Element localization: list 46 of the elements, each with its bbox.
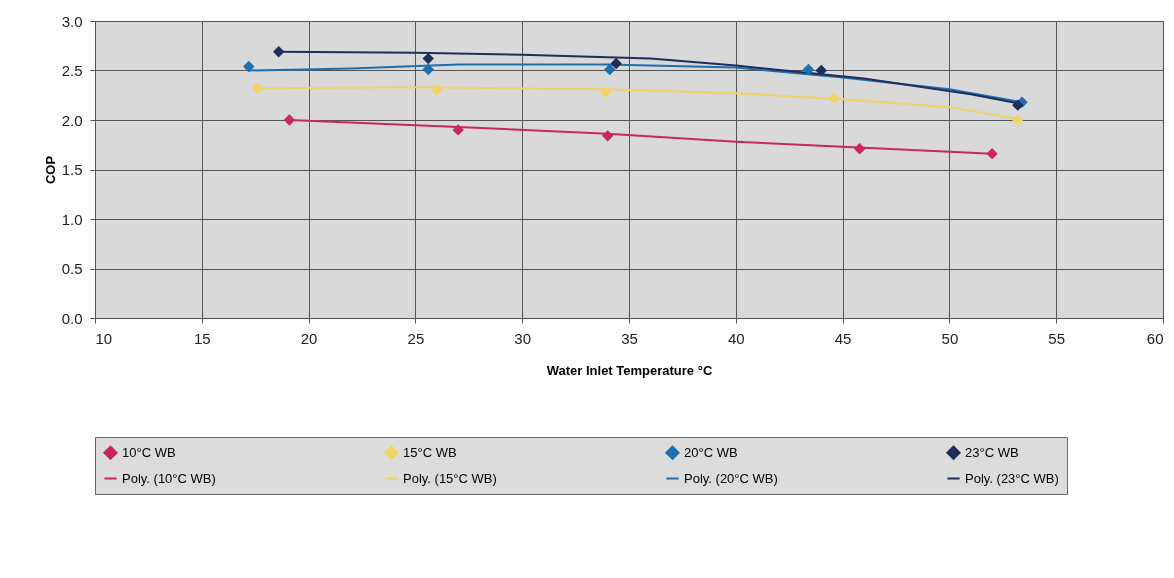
point [853, 143, 866, 155]
x-tick-label: 35 [621, 329, 638, 347]
y-tick-label: 1.5 [61, 161, 83, 178]
point [986, 147, 998, 160]
y-tick-label: 0.5 [61, 260, 83, 277]
x-tick-label: 15 [193, 329, 211, 347]
legend-label: Poly. (15°C WB) [403, 470, 497, 486]
point [283, 114, 296, 126]
y-tick-label: 2.0 [61, 111, 83, 129]
point [601, 130, 614, 142]
legend-label: 10°C WB [122, 444, 176, 460]
point [610, 57, 622, 70]
legend-label: Poly. (23°C WB) [965, 470, 1059, 486]
x-tick-label: 45 [834, 329, 852, 347]
legend-label: Poly. (20°C WB) [684, 470, 778, 486]
point [815, 64, 827, 77]
point [802, 63, 815, 76]
x-tick-label: 25 [407, 329, 425, 347]
y-tick-label: 1.0 [61, 210, 83, 228]
point [251, 82, 264, 95]
x-tick-label: 60 [1146, 329, 1164, 347]
point [828, 92, 840, 104]
y-tick-label: 2.5 [61, 62, 83, 79]
legend-label: 20°C WB [684, 444, 738, 460]
y-tick-label: 0.0 [61, 309, 83, 327]
point [431, 84, 443, 96]
y-tick-label: 3.0 [61, 12, 83, 30]
x-tick-label: 20 [300, 329, 318, 347]
point [604, 63, 616, 76]
y-axis-title: COP [42, 155, 58, 185]
legend-label: Poly. (10°C WB) [122, 470, 216, 486]
legend-label: 23°C WB [965, 444, 1019, 460]
x-tick-label: 50 [941, 329, 959, 347]
point [272, 45, 285, 58]
point [1012, 114, 1024, 126]
point [599, 86, 612, 98]
x-tick-label: 30 [514, 329, 532, 347]
point [422, 63, 434, 76]
x-tick-label: 55 [1048, 329, 1066, 347]
point [243, 60, 255, 73]
point [452, 124, 464, 136]
x-tick-label: 10 [95, 329, 113, 347]
x-tick-label: 40 [727, 329, 745, 347]
x-axis-title: Water Inlet Temperature °C [546, 362, 713, 378]
point [1012, 99, 1024, 111]
legend-label: 15°C WB [403, 444, 457, 460]
